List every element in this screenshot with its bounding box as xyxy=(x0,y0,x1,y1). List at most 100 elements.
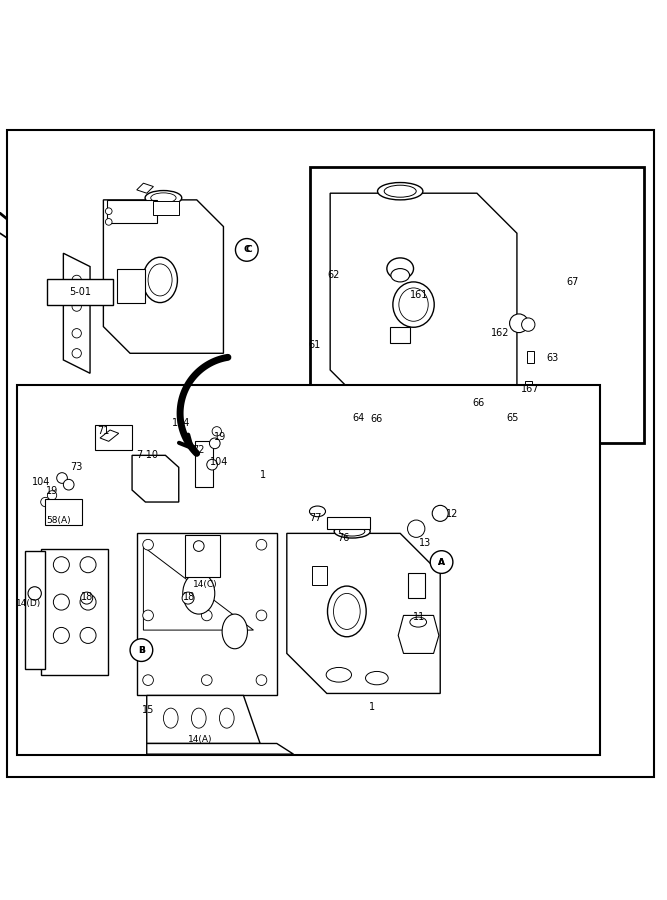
Circle shape xyxy=(494,405,504,415)
Circle shape xyxy=(105,219,112,225)
Ellipse shape xyxy=(191,708,206,728)
Circle shape xyxy=(131,639,152,661)
Text: B: B xyxy=(138,645,145,654)
Text: 104: 104 xyxy=(209,457,228,467)
Ellipse shape xyxy=(340,526,365,536)
Text: 19: 19 xyxy=(214,432,226,442)
Text: 1: 1 xyxy=(369,702,376,712)
Bar xyxy=(117,444,177,467)
Circle shape xyxy=(462,412,472,423)
Text: 19: 19 xyxy=(46,486,58,497)
Circle shape xyxy=(72,275,81,284)
Circle shape xyxy=(212,427,221,436)
Circle shape xyxy=(72,348,81,358)
Ellipse shape xyxy=(222,614,247,649)
Circle shape xyxy=(41,498,50,507)
Bar xyxy=(153,201,179,215)
Ellipse shape xyxy=(143,675,153,686)
Circle shape xyxy=(193,541,204,552)
Ellipse shape xyxy=(151,193,176,202)
Text: 66: 66 xyxy=(473,399,485,409)
Bar xyxy=(117,268,145,303)
Ellipse shape xyxy=(327,586,366,637)
Text: 65: 65 xyxy=(506,413,518,423)
Bar xyxy=(45,500,82,525)
Polygon shape xyxy=(398,616,439,653)
Polygon shape xyxy=(132,455,179,502)
Text: 76: 76 xyxy=(338,533,350,543)
Polygon shape xyxy=(103,200,223,354)
Text: 104: 104 xyxy=(172,418,191,428)
Circle shape xyxy=(522,318,535,331)
Polygon shape xyxy=(327,517,370,528)
Ellipse shape xyxy=(145,191,181,205)
Ellipse shape xyxy=(183,572,215,614)
Ellipse shape xyxy=(201,610,212,621)
Circle shape xyxy=(422,412,432,423)
Circle shape xyxy=(80,627,96,644)
Ellipse shape xyxy=(256,610,267,621)
Circle shape xyxy=(105,208,112,214)
Bar xyxy=(408,572,425,598)
Circle shape xyxy=(72,328,81,338)
Circle shape xyxy=(53,627,69,644)
Ellipse shape xyxy=(387,258,414,279)
Bar xyxy=(310,166,644,444)
Circle shape xyxy=(57,472,67,483)
Bar xyxy=(107,200,157,223)
Bar xyxy=(17,385,600,755)
Polygon shape xyxy=(100,430,119,441)
Bar xyxy=(390,328,410,343)
Bar xyxy=(195,441,213,487)
Circle shape xyxy=(431,552,452,572)
Text: 18: 18 xyxy=(183,591,195,602)
Text: 13: 13 xyxy=(420,538,432,548)
Text: 61: 61 xyxy=(309,339,321,349)
Ellipse shape xyxy=(366,671,388,685)
Polygon shape xyxy=(137,534,277,696)
Text: 5-01: 5-01 xyxy=(69,287,91,297)
Circle shape xyxy=(53,594,69,610)
Ellipse shape xyxy=(410,617,427,627)
Circle shape xyxy=(235,238,258,261)
Circle shape xyxy=(430,551,453,573)
Circle shape xyxy=(80,557,96,572)
Circle shape xyxy=(399,402,411,414)
Polygon shape xyxy=(25,552,45,669)
Text: 161: 161 xyxy=(410,291,428,301)
Text: 15: 15 xyxy=(142,705,154,716)
Polygon shape xyxy=(41,549,108,675)
Text: B: B xyxy=(138,645,145,654)
Text: 66: 66 xyxy=(371,414,383,424)
Text: 58(A): 58(A) xyxy=(47,516,71,525)
Circle shape xyxy=(81,592,93,604)
Text: 1: 1 xyxy=(260,471,267,481)
Polygon shape xyxy=(147,743,293,754)
Text: 104: 104 xyxy=(32,477,51,487)
Circle shape xyxy=(182,592,194,604)
Ellipse shape xyxy=(143,257,177,302)
Circle shape xyxy=(510,314,528,333)
Polygon shape xyxy=(330,194,517,410)
Circle shape xyxy=(209,438,220,449)
Text: 63: 63 xyxy=(546,353,558,363)
Ellipse shape xyxy=(326,668,352,682)
Polygon shape xyxy=(147,696,260,743)
Polygon shape xyxy=(525,381,532,393)
Ellipse shape xyxy=(256,539,267,550)
Text: C: C xyxy=(245,246,252,255)
Circle shape xyxy=(53,557,69,572)
Text: 14(A): 14(A) xyxy=(188,735,212,744)
Polygon shape xyxy=(527,351,534,364)
Bar xyxy=(185,536,220,577)
Ellipse shape xyxy=(219,708,234,728)
Polygon shape xyxy=(137,184,153,194)
Ellipse shape xyxy=(378,183,423,200)
Text: 11: 11 xyxy=(413,612,425,622)
Circle shape xyxy=(28,587,41,600)
Polygon shape xyxy=(287,534,440,694)
Text: 14(C): 14(C) xyxy=(193,580,217,590)
Text: A: A xyxy=(438,558,445,567)
Text: A: A xyxy=(438,558,445,567)
Text: 162: 162 xyxy=(491,328,510,338)
